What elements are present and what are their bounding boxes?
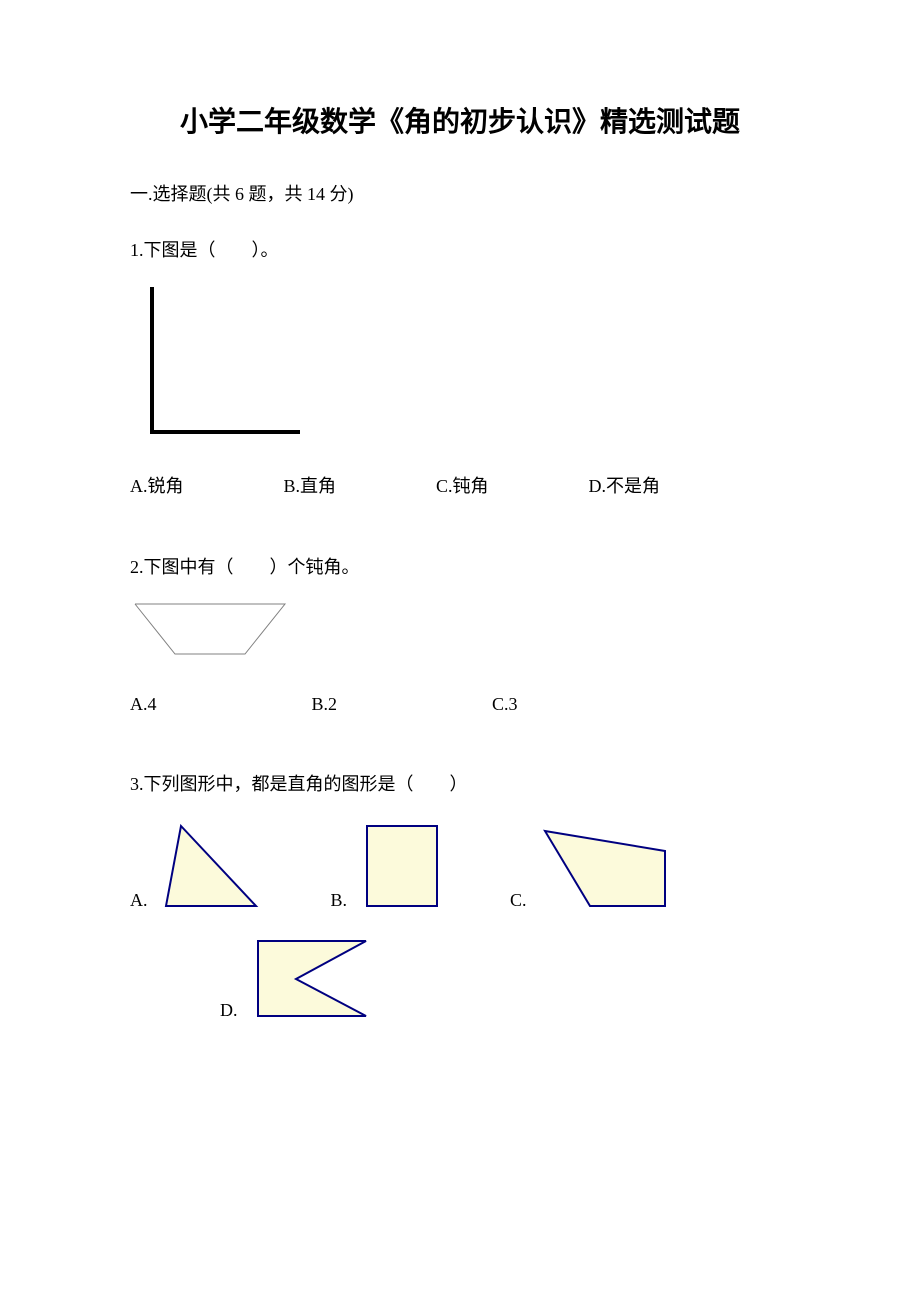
q3-option-c[interactable]: C.	[510, 816, 685, 916]
quadrilateral-icon	[535, 816, 685, 916]
rectangle-icon	[355, 816, 450, 916]
q3-options-row2: D.	[220, 931, 790, 1026]
q3-label-c: C.	[510, 890, 527, 916]
q2-text: 2.下图中有（ ）个钝角。	[130, 553, 790, 579]
q1-option-d[interactable]: D.不是角	[589, 472, 661, 498]
q1-figure	[140, 282, 790, 442]
q3-text: 3.下列图形中，都是直角的图形是（ ）	[130, 770, 790, 796]
q2-option-c[interactable]: C.3	[492, 694, 518, 715]
q3-label-d: D.	[220, 1000, 238, 1026]
q2-options: A.4 B.2 C.3	[130, 694, 790, 715]
q1-option-a[interactable]: A.锐角	[130, 472, 184, 498]
q2-option-b[interactable]: B.2	[312, 694, 338, 715]
trapezoid-icon	[130, 599, 290, 659]
question-2: 2.下图中有（ ）个钝角。 A.4 B.2 C.3	[130, 553, 790, 715]
q2-figure	[130, 599, 790, 659]
q3-label-b: B.	[331, 890, 348, 916]
q3-options-row1: A. B. C.	[130, 816, 790, 916]
arrow-shape-icon	[246, 931, 386, 1026]
q3-option-b[interactable]: B.	[331, 816, 451, 916]
q1-option-b[interactable]: B.直角	[284, 472, 337, 498]
page-title: 小学二年级数学《角的初步认识》精选测试题	[130, 100, 790, 140]
question-1: 1.下图是（ ）。 A.锐角 B.直角 C.钝角 D.不是角	[130, 236, 790, 498]
right-angle-icon	[140, 282, 310, 442]
q1-options: A.锐角 B.直角 C.钝角 D.不是角	[130, 472, 790, 498]
question-3: 3.下列图形中，都是直角的图形是（ ） A. B. C.	[130, 770, 790, 1026]
section-header: 一.选择题(共 6 题，共 14 分)	[130, 180, 790, 206]
q3-option-d[interactable]: D.	[220, 931, 386, 1026]
q3-option-a[interactable]: A.	[130, 816, 271, 916]
triangle-icon	[156, 816, 271, 916]
q2-option-a[interactable]: A.4	[130, 694, 157, 715]
q3-label-a: A.	[130, 890, 148, 916]
q1-option-c[interactable]: C.钝角	[436, 472, 489, 498]
q1-text: 1.下图是（ ）。	[130, 236, 790, 262]
